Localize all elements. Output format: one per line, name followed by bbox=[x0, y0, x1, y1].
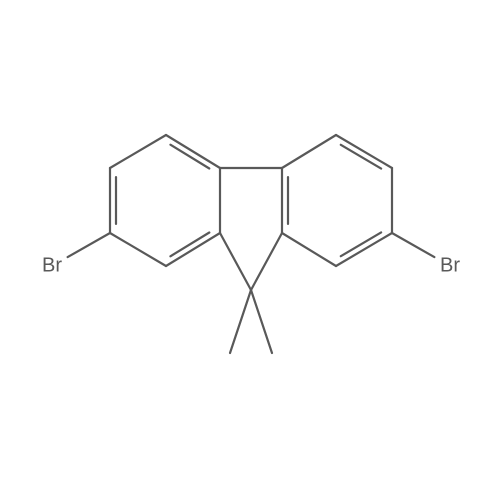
molecule-bonds bbox=[0, 0, 500, 500]
atom-label-br: Br bbox=[42, 255, 62, 278]
atom-label-br: Br bbox=[440, 255, 460, 278]
molecule-diagram: Br Br bbox=[0, 0, 500, 500]
